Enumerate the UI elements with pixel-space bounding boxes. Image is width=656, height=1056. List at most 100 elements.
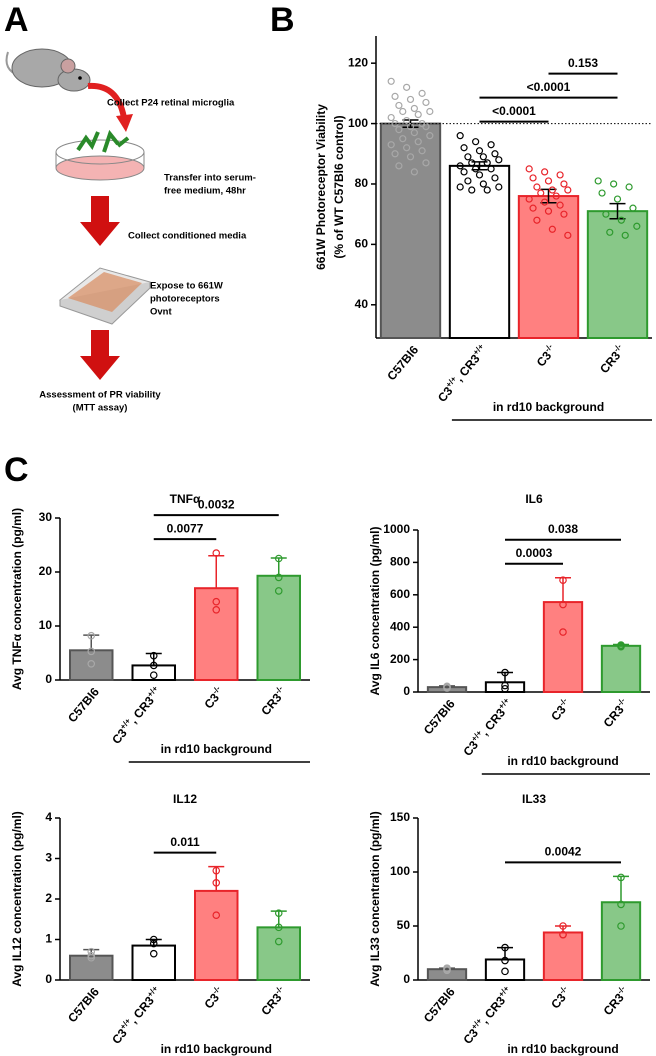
- step-text: Transfer into serum-: [164, 173, 256, 184]
- y-tick-label: 0: [45, 972, 52, 986]
- error-bar: [270, 910, 287, 928]
- microglia: [76, 129, 130, 153]
- data-point: [395, 101, 403, 110]
- chart-title: IL33: [522, 792, 546, 806]
- data-point: [564, 186, 572, 194]
- data-point: [443, 683, 451, 691]
- data-point: [598, 189, 606, 197]
- data-point: [560, 180, 568, 188]
- error-bar: [540, 188, 557, 204]
- data-point: [456, 132, 464, 140]
- bar: [256, 574, 301, 682]
- dish-rim: [55, 139, 145, 165]
- data-point: [149, 651, 158, 660]
- data-point: [548, 186, 556, 194]
- data-point: [533, 216, 541, 224]
- bar: [256, 926, 301, 981]
- y-tick-label: 3: [45, 851, 52, 865]
- data-point: [406, 122, 415, 131]
- data-point: [629, 204, 637, 212]
- data-point: [410, 168, 418, 176]
- y-tick-label: 50: [397, 918, 411, 932]
- y-tick-label: 400: [390, 619, 410, 633]
- significance-label: 0.0032: [198, 497, 235, 511]
- step-text: Collect P24 retinal microglia: [107, 98, 235, 109]
- y-tick-label: 0: [403, 972, 410, 986]
- arrow: [91, 196, 109, 222]
- data-point: [418, 147, 426, 155]
- data-point: [274, 554, 283, 563]
- x-tick-label: C3+/+, CR3+/+: [459, 696, 516, 759]
- x-tick-label: C57Bl6: [384, 343, 421, 383]
- x-tick-label: C57Bl6: [65, 685, 102, 725]
- data-point: [387, 77, 395, 85]
- data-point: [418, 89, 426, 97]
- data-point: [617, 216, 625, 224]
- panel-label: C: [4, 451, 29, 489]
- step-text: (MTT assay): [73, 403, 128, 414]
- y-tick-label: 10: [39, 618, 53, 632]
- arrow: [87, 82, 127, 119]
- data-point: [625, 183, 633, 191]
- error-bar: [613, 643, 629, 646]
- x-tick-label: C3-/-: [547, 696, 574, 724]
- data-point: [399, 107, 407, 116]
- chart: TNFα Avg TNFα concentration (pg/ml) 0 10 20 3…: [10, 492, 310, 763]
- data-point: [443, 966, 451, 975]
- wells: [68, 272, 142, 312]
- y-tick-label: 800: [390, 555, 410, 569]
- data-point: [483, 186, 491, 194]
- data-point: [274, 909, 283, 917]
- data-point: [495, 156, 503, 164]
- bar: [600, 644, 642, 694]
- chart-title: TNFα: [170, 492, 201, 506]
- data-point: [399, 135, 407, 143]
- error-bar: [439, 967, 455, 970]
- data-point: [613, 195, 622, 203]
- data-point: [410, 104, 418, 113]
- bar: [542, 601, 584, 694]
- x-tick-label: C3+/+, CR3+/+: [459, 984, 516, 1047]
- data-point: [495, 183, 503, 191]
- y-axis-label: Avg IL12 concentration (pg/ml): [10, 811, 24, 987]
- data-point: [460, 144, 468, 152]
- data-point: [422, 98, 430, 107]
- data-point: [533, 183, 541, 191]
- group-label: in rd10 background: [507, 1042, 618, 1056]
- data-point: [406, 153, 415, 161]
- data-point: [501, 967, 509, 976]
- significance-label: <0.0001: [492, 104, 536, 118]
- x-tick-label: CR3-/-: [596, 342, 628, 376]
- data-point: [212, 597, 221, 606]
- data-point: [149, 939, 158, 948]
- group-label: in rd10 background: [161, 1042, 272, 1056]
- y-tick-label: 4: [45, 810, 52, 824]
- data-point: [403, 116, 411, 125]
- data-point: [391, 150, 399, 158]
- y-tick-label: 100: [390, 864, 410, 878]
- x-tick-label: C3-/-: [200, 684, 227, 712]
- y-tick-label: 200: [390, 652, 410, 666]
- data-point: [414, 110, 422, 119]
- group-label: in rd10 background: [161, 742, 272, 756]
- data-point: [212, 549, 221, 557]
- error-bar: [497, 671, 513, 683]
- data-point: [149, 661, 158, 670]
- y-tick-label: 30: [39, 510, 53, 524]
- data-point: [464, 177, 472, 185]
- data-point: [475, 147, 484, 155]
- data-point: [556, 201, 564, 209]
- data-point: [410, 129, 418, 137]
- data-point: [426, 132, 434, 140]
- error-bar: [208, 555, 225, 589]
- y-tick-label: 600: [390, 587, 410, 601]
- x-tick-label: CR3-/-: [257, 984, 289, 1018]
- data-point: [456, 162, 464, 170]
- data-point: [560, 210, 568, 218]
- dish-wall: [55, 152, 145, 168]
- data-point: [395, 126, 403, 134]
- data-point: [602, 210, 610, 218]
- data-point: [475, 171, 484, 179]
- data-point: [149, 935, 158, 944]
